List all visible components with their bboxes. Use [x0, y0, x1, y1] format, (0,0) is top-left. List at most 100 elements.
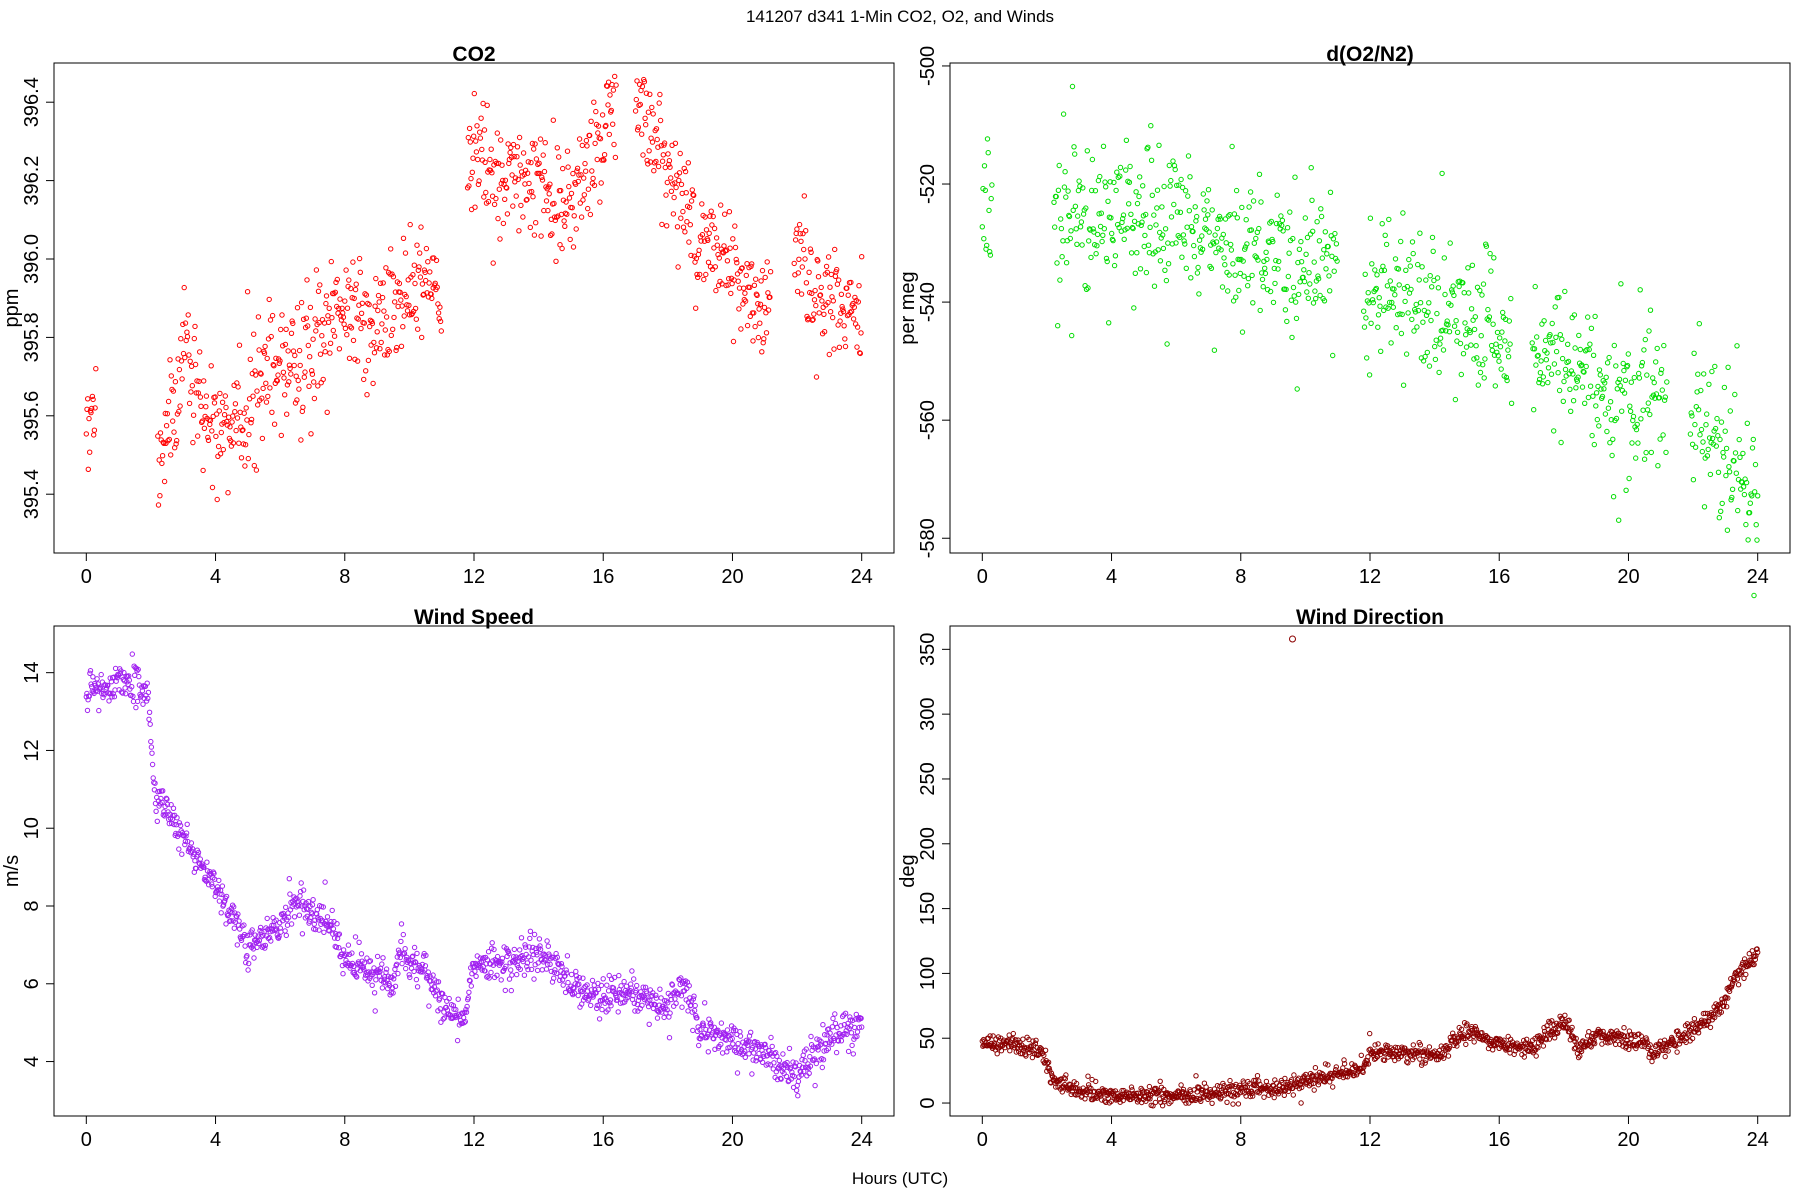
wind-direction-point — [1601, 1032, 1607, 1039]
o2-point — [1191, 253, 1198, 260]
wind-speed-point — [168, 802, 174, 808]
co2-point — [347, 323, 353, 330]
o2-point — [1593, 403, 1599, 409]
wind-direction-point — [1119, 1087, 1125, 1094]
o2-point — [1063, 260, 1070, 266]
o2-point — [1069, 332, 1075, 339]
wind-speed-point — [145, 689, 152, 696]
o2-point — [1461, 290, 1467, 296]
o2-point — [1432, 356, 1439, 363]
co2-point — [742, 298, 749, 304]
o2-point — [1250, 300, 1256, 306]
o2-point — [1099, 238, 1105, 245]
wind-speed-point — [281, 913, 287, 919]
wind-speed-point — [297, 893, 303, 899]
o2-point — [1056, 162, 1062, 169]
co2-point — [322, 349, 328, 355]
co2-point — [383, 265, 389, 271]
co2-point — [334, 276, 340, 283]
o2-point — [1290, 235, 1296, 242]
co2-point — [414, 242, 420, 248]
co2-point — [366, 301, 372, 308]
o2-point — [1721, 454, 1727, 460]
co2-point — [687, 222, 693, 228]
wind-speed-point — [599, 1006, 605, 1013]
o2-point — [1205, 187, 1212, 193]
o2-point — [1071, 144, 1077, 150]
wind-direction-point — [1157, 1078, 1163, 1085]
co2-point — [739, 265, 745, 271]
o2-point — [1494, 329, 1501, 336]
co2-point — [219, 399, 226, 405]
o2-point — [1732, 450, 1739, 456]
wind-speed-point — [734, 1070, 741, 1076]
wind-speed-point — [491, 946, 497, 953]
wind-speed-point — [623, 983, 630, 989]
co2-point — [528, 159, 534, 166]
wind-speed-point — [486, 975, 492, 981]
o2-point — [1696, 321, 1703, 327]
co2-point — [504, 185, 510, 191]
wind-speed-point — [494, 972, 500, 978]
co2-point — [791, 260, 797, 267]
co2-point — [839, 303, 845, 310]
wind-speed-point — [426, 1003, 432, 1009]
co2-point — [801, 193, 807, 199]
wind-speed-point — [140, 701, 146, 707]
o2-point — [1429, 234, 1436, 241]
wind-speed-point — [631, 976, 637, 982]
co2-point — [686, 204, 693, 211]
co2-point — [525, 159, 531, 165]
wind-speed-point — [847, 1017, 854, 1023]
co2-point — [348, 325, 355, 331]
o2-point — [1497, 335, 1503, 341]
co2-point — [672, 140, 679, 147]
wind-speed-point — [297, 888, 304, 895]
o2-point — [1465, 265, 1471, 271]
co2-point — [823, 263, 830, 270]
co2-point — [661, 140, 668, 146]
co2-point — [381, 352, 388, 358]
wind-speed-point — [730, 1027, 737, 1034]
o2-point — [1274, 192, 1280, 198]
wind-speed-point — [291, 914, 298, 920]
wind-speed-point — [148, 738, 154, 745]
co2-point — [340, 314, 347, 320]
co2-point — [248, 416, 255, 423]
co2-point — [572, 181, 579, 187]
co2-point — [811, 311, 817, 317]
o2-point — [1131, 218, 1138, 225]
o2-point — [1590, 352, 1597, 358]
o2-point — [1298, 238, 1304, 245]
wind-direction-point — [1320, 1071, 1326, 1078]
co2-point — [277, 358, 283, 364]
co2-point — [645, 109, 652, 115]
o2-point — [1205, 212, 1211, 218]
wind-speed-point — [477, 955, 483, 961]
wind-speed-point — [818, 1039, 824, 1045]
o2-point — [1075, 213, 1081, 219]
co2-point — [654, 136, 660, 143]
co2-point — [238, 455, 245, 461]
co2-point — [290, 348, 297, 354]
o2-point — [1330, 352, 1336, 359]
wind-speed-point — [558, 961, 565, 967]
co2-point — [325, 319, 332, 325]
o2-point — [1386, 299, 1393, 306]
o2-point — [1287, 209, 1293, 215]
o2-point — [1745, 537, 1751, 543]
co2-point — [826, 351, 832, 358]
wind-speed-point — [262, 945, 268, 951]
co2-point — [217, 390, 223, 397]
co2-point — [537, 136, 544, 142]
co2-point — [482, 159, 488, 166]
o2-point — [1284, 225, 1291, 231]
co2-ytick-label: 396.4 — [21, 77, 43, 127]
wind-speed-ytick-label: 8 — [21, 900, 43, 911]
o2-point — [1185, 193, 1191, 199]
co2-point — [658, 143, 664, 149]
o2-point — [1137, 266, 1144, 272]
co2-point — [236, 342, 243, 348]
wind-speed-point — [86, 693, 93, 699]
